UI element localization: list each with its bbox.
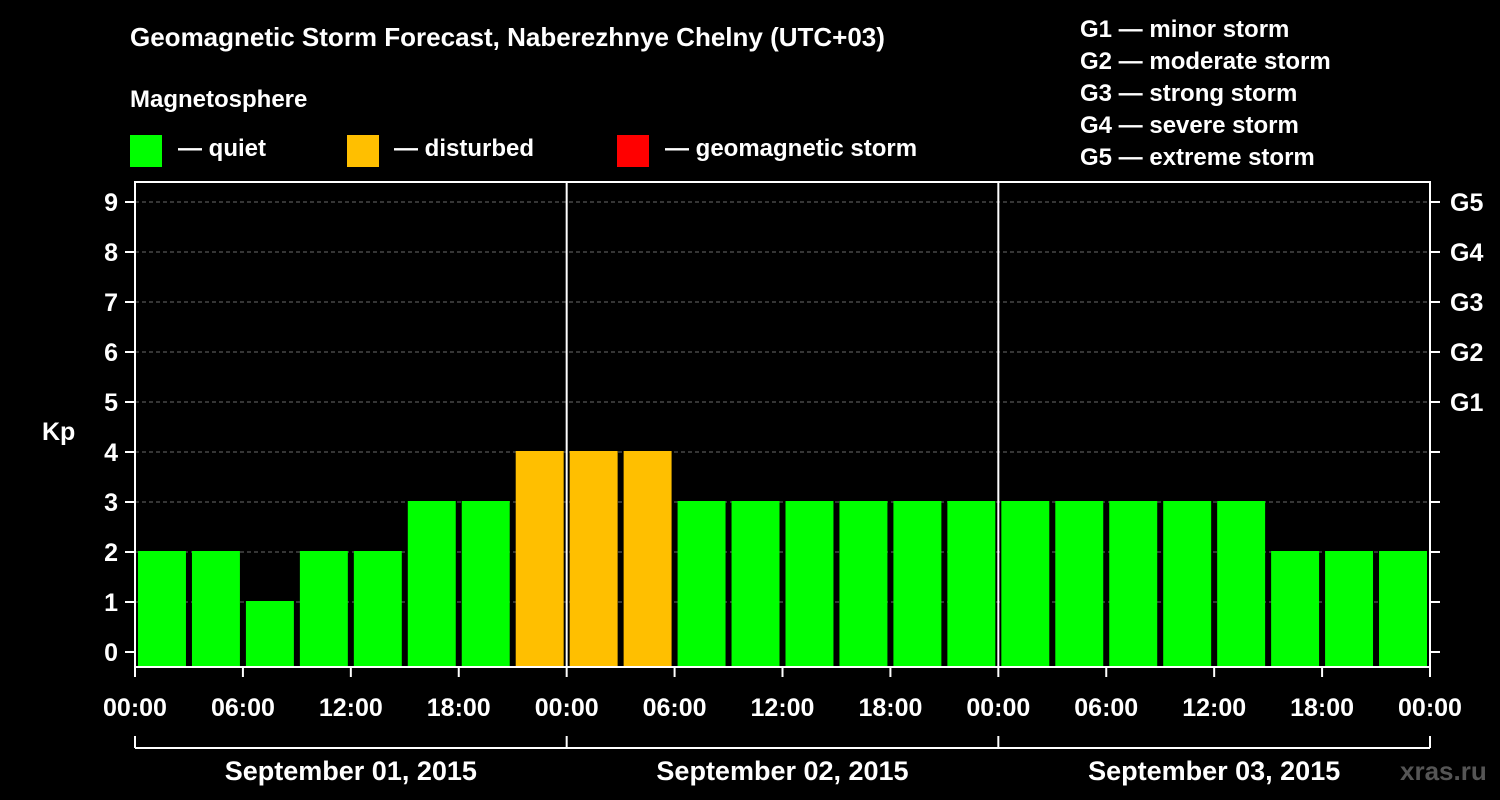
bar <box>1217 501 1266 667</box>
bar <box>623 451 672 667</box>
bar <box>191 551 240 667</box>
bars <box>138 451 1427 667</box>
bar <box>1379 551 1427 667</box>
y-tick-label: 9 <box>104 189 118 217</box>
bar <box>353 551 402 667</box>
legend-label-quiet: — quiet <box>178 135 266 162</box>
bar <box>1163 501 1212 667</box>
bar <box>461 501 510 667</box>
x-tick-label: 18:00 <box>427 694 491 722</box>
storm-scale-g2: G2 — moderate storm <box>1080 48 1331 75</box>
legend-label-disturbed: — disturbed <box>394 135 535 162</box>
bar <box>785 501 834 667</box>
y-tick-label: 5 <box>104 389 118 417</box>
date-label: September 02, 2015 <box>656 756 908 786</box>
grid-lines <box>135 201 1430 603</box>
x-tick-label: 18:00 <box>858 694 922 722</box>
x-tick-label: 12:00 <box>751 694 815 722</box>
storm-level-label: G4 <box>1450 239 1483 267</box>
y-tick-label: 6 <box>104 339 118 367</box>
bar <box>1055 501 1104 667</box>
legend-label-storm: — geomagnetic storm <box>665 135 918 162</box>
bar <box>893 501 942 667</box>
x-tick-label: 00:00 <box>103 694 167 722</box>
date-label: September 01, 2015 <box>225 756 477 786</box>
y-tick-label: 2 <box>104 539 118 567</box>
x-tick-label: 18:00 <box>1290 694 1354 722</box>
bar <box>1001 501 1050 667</box>
bar <box>569 451 618 667</box>
y-tick-label: 3 <box>104 489 118 517</box>
storm-scale-g1: G1 — minor storm <box>1080 16 1290 43</box>
y-tick-label: 8 <box>104 239 118 267</box>
storm-level-label: G5 <box>1450 189 1483 217</box>
chart-title: Geomagnetic Storm Forecast, Naberezhnye … <box>130 22 885 52</box>
legend-swatch-storm <box>617 135 649 167</box>
x-tick-label: 00:00 <box>966 694 1030 722</box>
y-axis-label: Kp <box>42 418 75 446</box>
bar <box>1109 501 1158 667</box>
bar <box>1325 551 1374 667</box>
storm-scale-g4: G4 — severe storm <box>1080 112 1299 139</box>
watermark: xras.ru <box>1400 756 1487 786</box>
bar <box>138 551 186 667</box>
bar <box>515 451 564 667</box>
storm-level-label: G2 <box>1450 339 1483 367</box>
y-tick-label: 1 <box>104 589 118 617</box>
storm-level-label: G3 <box>1450 289 1483 317</box>
x-tick-label: 06:00 <box>211 694 275 722</box>
bar <box>731 501 780 667</box>
x-tick-label: 12:00 <box>1182 694 1246 722</box>
x-tick-label: 06:00 <box>1074 694 1138 722</box>
bar <box>677 501 726 667</box>
x-tick-label: 06:00 <box>643 694 707 722</box>
storm-scale-g5: G5 — extreme storm <box>1080 144 1315 171</box>
bar <box>407 501 456 667</box>
legend-swatch-disturbed <box>347 135 379 167</box>
bar <box>839 501 888 667</box>
y-tick-label: 0 <box>104 639 118 667</box>
storm-level-label: G1 <box>1450 389 1483 417</box>
axes: 0 1 2 3 4 5 6 7 8 9 G1 G2 G3 G4 G5 Kp 00:00 06:00 12:00 18:… <box>42 189 1483 786</box>
y-tick-label: 7 <box>104 289 118 317</box>
bar <box>1271 551 1320 667</box>
x-tick-label: 00:00 <box>1398 694 1462 722</box>
date-label: September 03, 2015 <box>1088 756 1340 786</box>
bar <box>245 601 294 667</box>
magnetosphere-label: Magnetosphere <box>130 86 308 113</box>
legend-swatch-quiet <box>130 135 162 167</box>
x-tick-label: 12:00 <box>319 694 383 722</box>
storm-scale-g3: G3 — strong storm <box>1080 80 1298 107</box>
bar <box>299 551 348 667</box>
bar <box>947 501 996 667</box>
y-tick-label: 4 <box>104 439 118 467</box>
x-tick-label: 00:00 <box>535 694 599 722</box>
